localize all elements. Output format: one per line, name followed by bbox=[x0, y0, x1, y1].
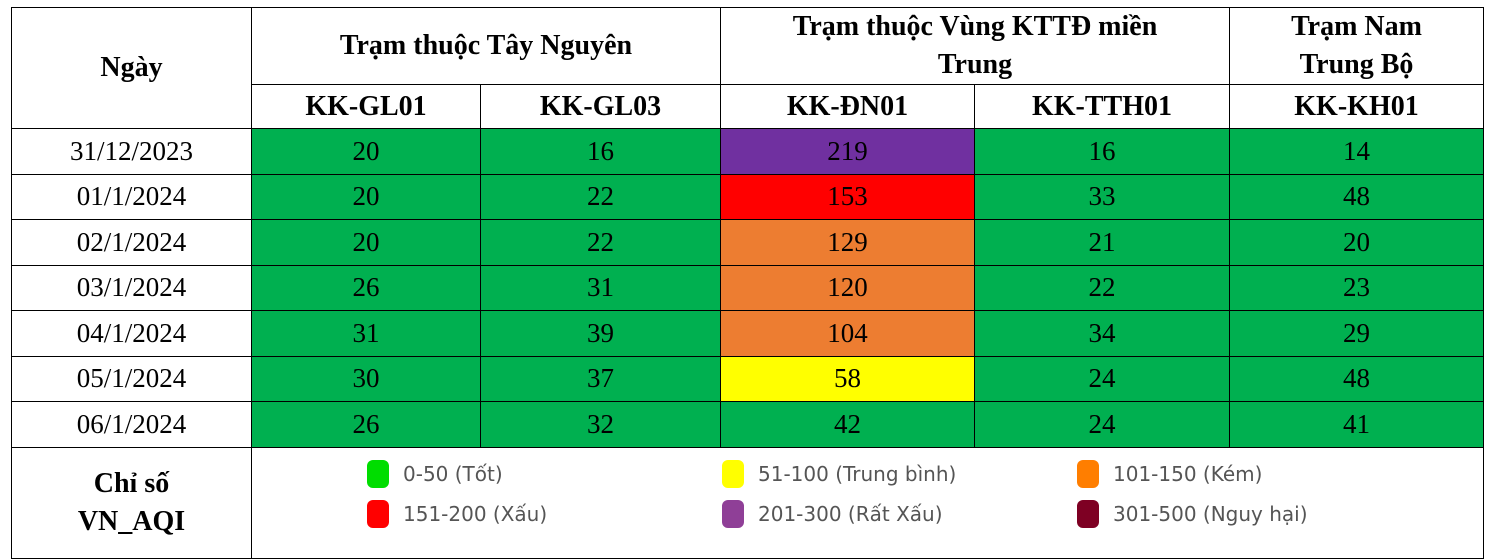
station-header: KK-GL03 bbox=[480, 84, 721, 129]
aqi-value-cell: 22 bbox=[480, 219, 721, 266]
aqi-value-cell: 33 bbox=[973, 173, 1231, 220]
station-header: KK-KH01 bbox=[1229, 84, 1485, 129]
legend-item: 101-150 (Kém) bbox=[1077, 459, 1377, 488]
aqi-value-cell: 14 bbox=[1229, 128, 1485, 175]
aqi-value-cell: 37 bbox=[480, 355, 721, 402]
color-swatch-icon bbox=[367, 499, 389, 528]
aqi-value-cell: 23 bbox=[1229, 264, 1485, 311]
aqi-value-cell: 20 bbox=[1229, 219, 1485, 266]
aqi-value-cell: 48 bbox=[1229, 173, 1485, 220]
table-row: 04/1/2024 31 39 104 34 29 bbox=[11, 310, 1485, 357]
aqi-value-cell: 20 bbox=[251, 128, 481, 175]
legend-label: 151-200 (Xấu) bbox=[403, 501, 548, 526]
date-cell: 04/1/2024 bbox=[11, 310, 252, 357]
aqi-value-cell: 129 bbox=[720, 219, 975, 266]
aqi-value-cell: 29 bbox=[1229, 310, 1485, 357]
legend-item: 151-200 (Xấu) bbox=[367, 499, 722, 528]
aqi-value-cell: 16 bbox=[480, 128, 721, 175]
aqi-value-cell: 42 bbox=[720, 401, 975, 448]
aqi-value-cell: 24 bbox=[973, 401, 1231, 448]
date-cell: 01/1/2024 bbox=[11, 173, 252, 220]
station-header: KK-ĐN01 bbox=[720, 84, 975, 129]
aqi-value-cell: 26 bbox=[251, 401, 481, 448]
legend-item: 51-100 (Trung bình) bbox=[722, 459, 1077, 488]
group-header-kttd-mien-trung: Trạm thuộc Vùng KTTĐ miền Trung bbox=[719, 7, 1231, 85]
legend-label: 201-300 (Rất Xấu) bbox=[758, 501, 943, 526]
legend-item: 201-300 (Rất Xấu) bbox=[722, 499, 1077, 528]
aqi-value-cell: 30 bbox=[251, 355, 481, 402]
group-header-nam-trung-bo: Trạm Nam Trung Bộ bbox=[1229, 7, 1485, 85]
color-swatch-icon bbox=[1077, 459, 1099, 488]
legend-item: 0-50 (Tốt) bbox=[367, 459, 722, 488]
aqi-value-cell: 22 bbox=[973, 264, 1231, 311]
table-row: 05/1/2024 30 37 58 24 48 bbox=[11, 355, 1485, 402]
aqi-value-cell: 48 bbox=[1229, 355, 1485, 402]
station-header: KK-TTH01 bbox=[973, 84, 1231, 129]
legend-title: Chỉ số VN_AQI bbox=[11, 446, 252, 559]
date-header: Ngày bbox=[11, 7, 252, 129]
date-cell: 02/1/2024 bbox=[11, 219, 252, 266]
aqi-value-cell: 16 bbox=[973, 128, 1231, 175]
table-row: 03/1/2024 26 31 120 22 23 bbox=[11, 264, 1485, 311]
aqi-value-cell: 22 bbox=[480, 173, 721, 220]
aqi-value-cell: 26 bbox=[251, 264, 481, 311]
date-cell: 31/12/2023 bbox=[11, 128, 252, 175]
aqi-value-cell: 34 bbox=[973, 310, 1231, 357]
aqi-value-cell: 20 bbox=[251, 173, 481, 220]
aqi-value-cell: 41 bbox=[1229, 401, 1485, 448]
date-cell: 03/1/2024 bbox=[11, 264, 252, 311]
legend-item: 301-500 (Nguy hại) bbox=[1077, 499, 1377, 528]
table-row: 01/1/2024 20 22 153 33 48 bbox=[11, 173, 1485, 220]
legend-label: 101-150 (Kém) bbox=[1113, 461, 1263, 486]
legend-title-line2: VN_AQI bbox=[77, 505, 186, 537]
legend-label: 301-500 (Nguy hại) bbox=[1113, 501, 1308, 526]
group-header-tay-nguyen: Trạm thuộc Tây Nguyên bbox=[251, 7, 721, 85]
legend-label: 51-100 (Trung bình) bbox=[758, 461, 957, 486]
aqi-value-cell: 219 bbox=[720, 128, 975, 175]
color-swatch-icon bbox=[1077, 499, 1099, 528]
aqi-value-cell: 31 bbox=[251, 310, 481, 357]
aqi-table: Ngày Trạm thuộc Tây Nguyên Trạm thuộc Vù… bbox=[11, 7, 1485, 559]
table-row: 06/1/2024 26 32 42 24 41 bbox=[11, 401, 1485, 448]
aqi-value-cell: 120 bbox=[720, 264, 975, 311]
color-swatch-icon bbox=[722, 499, 744, 528]
aqi-value-cell: 20 bbox=[251, 219, 481, 266]
aqi-value-cell: 31 bbox=[480, 264, 721, 311]
aqi-value-cell: 39 bbox=[480, 310, 721, 357]
aqi-value-cell: 32 bbox=[480, 401, 721, 448]
color-swatch-icon bbox=[722, 459, 744, 488]
table-row: 02/1/2024 20 22 129 21 20 bbox=[11, 219, 1485, 266]
table-row: 31/12/2023 20 16 219 16 14 bbox=[11, 128, 1485, 175]
aqi-value-cell: 21 bbox=[973, 219, 1231, 266]
date-cell: 06/1/2024 bbox=[11, 401, 252, 448]
legend-label: 0-50 (Tốt) bbox=[403, 461, 503, 486]
aqi-legend: 0-50 (Tốt) 51-100 (Trung bình) 101-150 (Ké… bbox=[250, 446, 1485, 559]
station-header: KK-GL01 bbox=[251, 84, 481, 129]
legend-title-line1: Chỉ số bbox=[93, 467, 170, 499]
aqi-value-cell: 24 bbox=[973, 355, 1231, 402]
date-cell: 05/1/2024 bbox=[11, 355, 252, 402]
aqi-value-cell: 153 bbox=[720, 173, 975, 220]
color-swatch-icon bbox=[367, 459, 389, 488]
aqi-value-cell: 104 bbox=[720, 310, 975, 357]
aqi-value-cell: 58 bbox=[720, 355, 975, 402]
